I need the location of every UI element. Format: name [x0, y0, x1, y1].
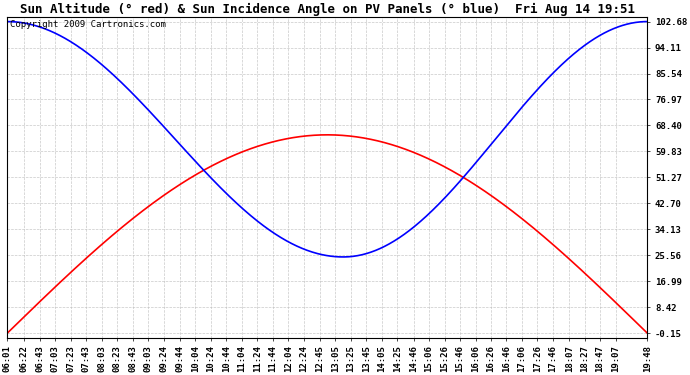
Text: Copyright 2009 Cartronics.com: Copyright 2009 Cartronics.com	[10, 20, 166, 29]
Title: Sun Altitude (° red) & Sun Incidence Angle on PV Panels (° blue)  Fri Aug 14 19:: Sun Altitude (° red) & Sun Incidence Ang…	[20, 3, 635, 16]
